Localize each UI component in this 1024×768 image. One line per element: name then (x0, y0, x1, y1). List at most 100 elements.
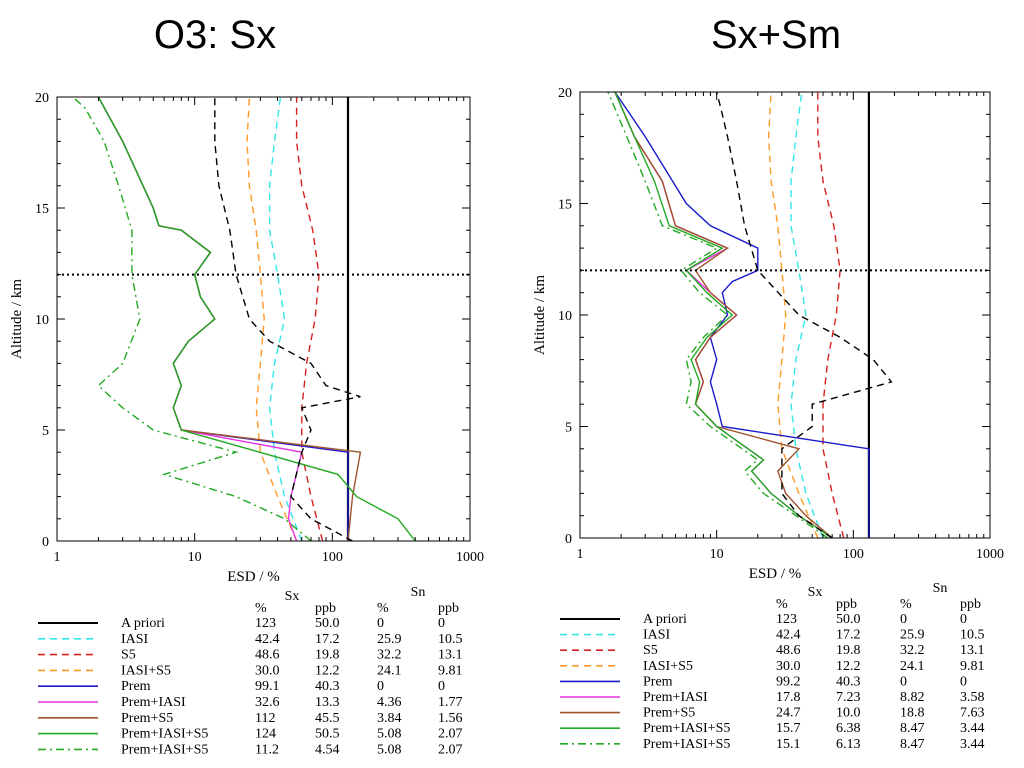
table-cell: 50.0 (315, 616, 340, 631)
table-cell: 13.3 (315, 695, 340, 710)
legend-label: IASI (643, 628, 671, 643)
table-cell: 30.0 (776, 659, 801, 674)
legend-label: Prem+IASI+S5 (643, 737, 730, 752)
table-cell: 1.56 (438, 711, 463, 726)
table-cell: 25.9 (900, 628, 925, 643)
table-cell: 11.2 (255, 742, 279, 757)
y-tick-label: 10 (558, 309, 572, 324)
series-line-2 (790, 92, 824, 538)
series-line-8 (614, 92, 833, 538)
legend-label: Prem+IASI+S5 (121, 727, 208, 742)
table-cell: 24.1 (377, 663, 402, 678)
legend-label: IASI (121, 632, 149, 647)
table-cell: 2.07 (438, 727, 463, 742)
table-cell: 19.8 (315, 648, 340, 663)
y-tick-label: 10 (35, 313, 49, 328)
table-cell: 30.0 (255, 663, 280, 678)
table-cell: 45.5 (315, 711, 340, 726)
table-cell: 32.2 (377, 648, 402, 663)
legend-label: Prem+IASI (643, 690, 708, 705)
y-tick-label: 5 (42, 424, 49, 439)
legend-label: Prem+IASI (121, 695, 186, 710)
x-axis-label: ESD / % (227, 569, 280, 585)
table-cell: 6.13 (836, 737, 861, 752)
table-cell: 1.77 (438, 695, 463, 710)
chart-title: Sx+Sm (711, 13, 841, 57)
table-cell: 17.2 (315, 632, 340, 647)
table-cell: 15.7 (776, 721, 801, 736)
table-column-header: % (255, 601, 267, 616)
table-cell: 5.08 (377, 727, 402, 742)
table-cell: 0 (438, 616, 445, 631)
table-cell: 7.63 (960, 706, 985, 721)
table-cell: 7.23 (836, 690, 861, 705)
chart-panel-1: O3: Sx 1 10 100 1000 0 5 10 15 20 Altitude / km ESD… (9, 13, 484, 757)
series-line-5 (614, 92, 870, 538)
y-tick-label: 5 (565, 421, 572, 436)
legend-label: S5 (643, 643, 658, 658)
table-cell: 3.44 (960, 737, 985, 752)
x-tick-label: 1 (577, 547, 584, 562)
table-column-header: % (900, 597, 912, 612)
series-line-4 (246, 97, 298, 541)
x-tick-label: 1000 (456, 550, 484, 565)
table-cell: 123 (776, 612, 797, 627)
legend-label: IASI+S5 (643, 659, 693, 674)
table-cell: 40.3 (836, 674, 861, 689)
table-cell: 0 (438, 679, 445, 694)
table-cell: 18.8 (900, 706, 925, 721)
table-cell: 8.47 (900, 721, 925, 736)
table-cell: 19.8 (836, 643, 861, 658)
table-cell: 8.82 (900, 690, 925, 705)
table-group-header: Sn (933, 581, 948, 596)
table-column-header: ppb (836, 597, 857, 612)
table-cell: 15.1 (776, 737, 801, 752)
x-tick-label: 1 (54, 550, 61, 565)
table-cell: 9.81 (960, 659, 985, 674)
table-cell: 2.07 (438, 742, 463, 757)
x-tick-label: 1000 (976, 547, 1004, 562)
table-cell: 42.4 (776, 628, 801, 643)
y-tick-label: 20 (558, 86, 572, 101)
table-cell: 40.3 (315, 679, 340, 694)
table-cell: 42.4 (255, 632, 280, 647)
table-column-header: ppb (315, 601, 336, 616)
table-cell: 0 (900, 612, 907, 627)
table-cell: 32.2 (900, 643, 925, 658)
series-group (607, 92, 893, 538)
series-group (72, 97, 416, 541)
series-line-9 (607, 92, 829, 538)
chart-title: O3: Sx (154, 13, 276, 57)
legend-label: Prem+IASI+S5 (643, 721, 730, 736)
series-line-7 (97, 97, 362, 541)
series-line-7 (614, 92, 833, 538)
legend-label: Prem+S5 (643, 706, 695, 721)
table-cell: 0 (960, 674, 967, 689)
table-cell: 99.2 (776, 674, 801, 689)
table-cell: 123 (255, 616, 276, 631)
table-cell: 112 (255, 711, 275, 726)
table-cell: 13.1 (960, 643, 985, 658)
series-line-5 (97, 97, 349, 541)
series-line-3 (295, 97, 324, 541)
table-cell: 12.2 (315, 663, 340, 678)
table-cell: 4.36 (377, 695, 402, 710)
x-tick-label: 10 (188, 550, 202, 565)
series-line-10 (214, 97, 361, 541)
table-cell: 3.58 (960, 690, 985, 705)
table-cell: 50.5 (315, 727, 340, 742)
x-axis-label: ESD / % (749, 566, 802, 582)
table-cell: 50.0 (836, 612, 861, 627)
table-cell: 3.84 (377, 711, 402, 726)
y-tick-label: 0 (565, 532, 572, 547)
table-cell: 99.1 (255, 679, 280, 694)
table-cell: 10.5 (960, 628, 985, 643)
table-group-header: Sx (285, 589, 300, 604)
chart-panel-2: Sx+Sm 1 10 100 1000 0 5 10 15 20 Altitude / km ESD … (532, 13, 1004, 752)
series-line-9 (72, 97, 312, 541)
legend-label: A priori (121, 616, 165, 631)
table-cell: 0 (960, 612, 967, 627)
table-cell: 48.6 (776, 643, 801, 658)
series-line-2 (268, 97, 303, 541)
